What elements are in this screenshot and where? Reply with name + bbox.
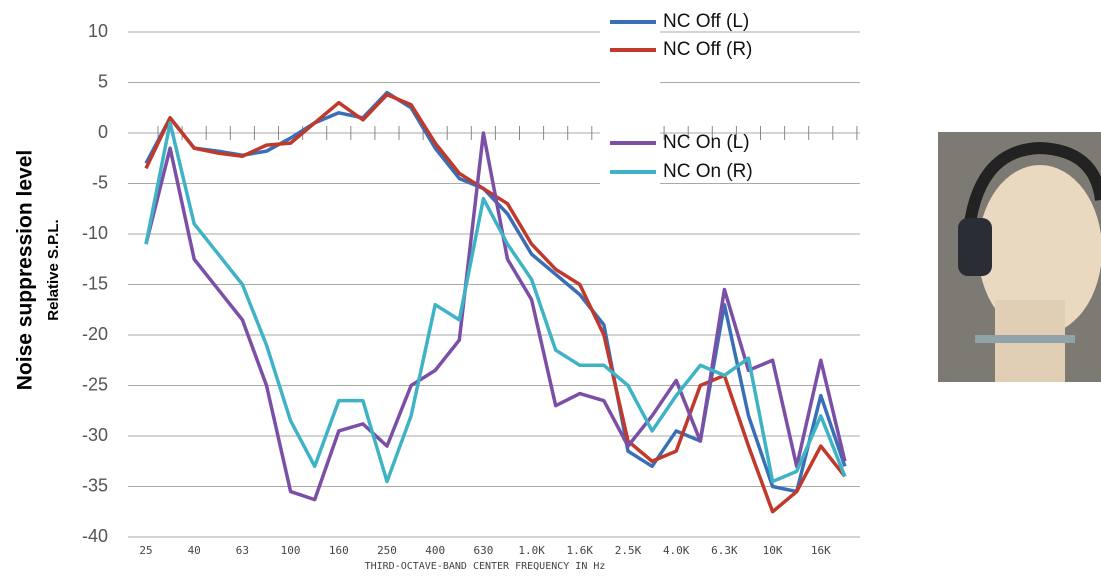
series-line — [144, 121, 847, 484]
legend-label: NC On (L) — [663, 132, 750, 153]
y-tick-label: -10 — [82, 223, 108, 243]
series-line — [144, 131, 847, 502]
x-tick-label: 16K — [811, 544, 831, 557]
x-tick-label: 100 — [281, 544, 301, 557]
x-tick-label: 1.6K — [567, 544, 594, 557]
x-tick-label: 250 — [377, 544, 397, 557]
y-tick-label: 0 — [98, 122, 108, 142]
y-tick-label: -15 — [82, 273, 108, 293]
y-tick-label: -5 — [92, 172, 108, 192]
x-tick-label: 160 — [329, 544, 349, 557]
x-tick-label: 63 — [236, 544, 249, 557]
x-tick-label: 400 — [425, 544, 445, 557]
y-tick-label: -25 — [82, 374, 108, 394]
x-tick-label: 4.0K — [663, 544, 690, 557]
x-tick-label: 10K — [763, 544, 783, 557]
photo — [938, 132, 1101, 382]
legend-label: NC On (R) — [663, 161, 753, 182]
legend-label: NC Off (L) — [663, 11, 749, 32]
x-tick-label: 630 — [473, 544, 493, 557]
legend-label: NC Off (R) — [663, 39, 752, 60]
y-tick-label: -30 — [82, 425, 108, 445]
y-axis-sublabel: Relative S.P.L. — [45, 219, 62, 320]
y-tick-label: 10 — [88, 21, 108, 41]
x-tick-label: 40 — [188, 544, 201, 557]
x-axis-label: THIRD-OCTAVE-BAND CENTER FREQUENCY IN Hz — [365, 561, 606, 572]
y-tick-label: -20 — [82, 324, 108, 344]
x-tick-label: 1.0K — [518, 544, 545, 557]
y-tick-label: -40 — [82, 526, 108, 546]
legend-box — [600, 5, 660, 195]
y-tick-label: 5 — [98, 71, 108, 91]
y-tick-label: -35 — [82, 475, 108, 495]
x-tick-label: 25 — [139, 544, 152, 557]
y-axis-label: Noise suppression level — [14, 150, 37, 390]
x-tick-label: 2.5K — [615, 544, 642, 557]
x-tick-label: 6.3K — [711, 544, 738, 557]
